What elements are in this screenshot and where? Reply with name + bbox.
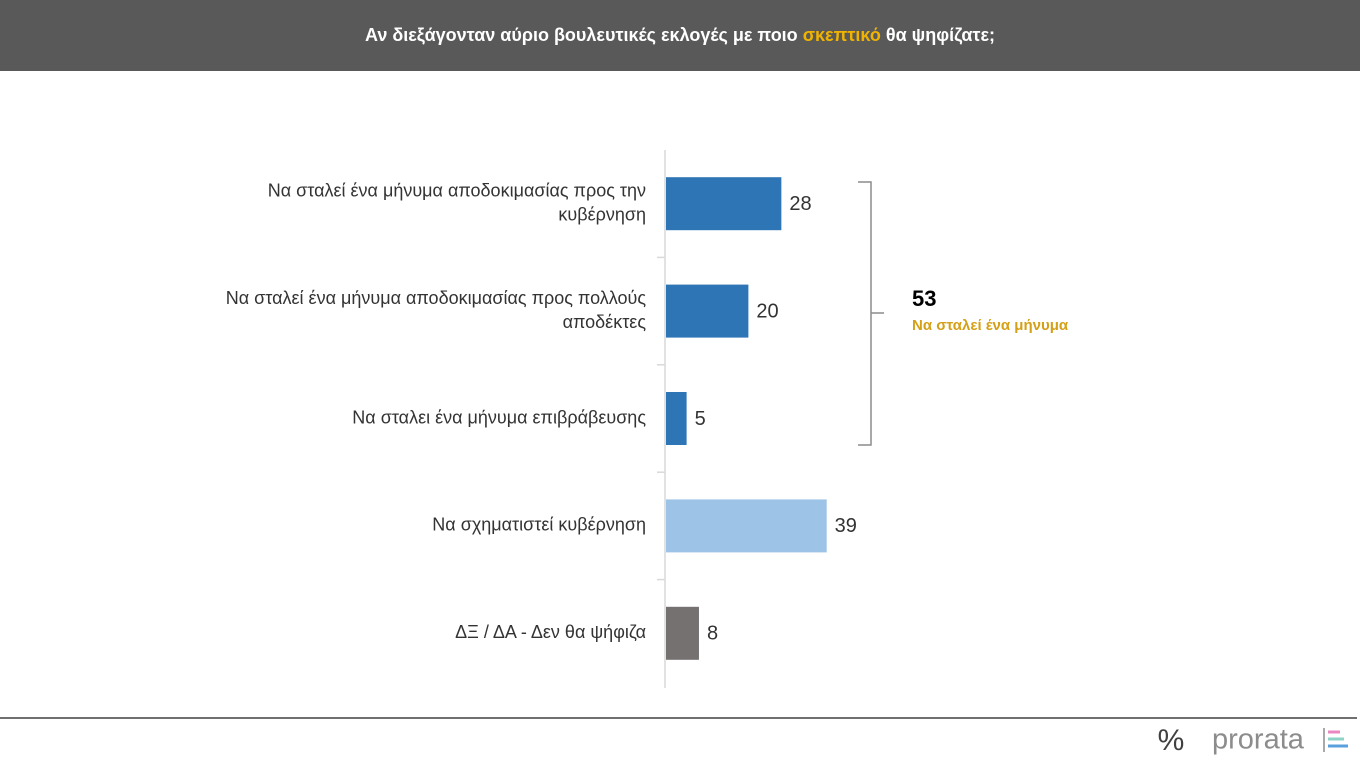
value-label: 20 xyxy=(756,300,778,322)
category-label: αποδέκτες xyxy=(563,312,647,332)
annotation-label: Να σταλεί ένα μήνυμα xyxy=(912,317,1069,334)
bracket xyxy=(858,181,884,446)
category-label: κυβέρνηση xyxy=(558,204,646,224)
category-label: Να σχηματιστεί κυβέρνηση xyxy=(432,515,646,535)
value-label: 8 xyxy=(707,623,718,645)
category-label: Να σταλεί ένα μήνυμα αποδοκιμασίας προς … xyxy=(226,288,647,308)
logo-text: prorata xyxy=(1212,724,1305,756)
category-label: Να σταλει ένα μήνυμα επιβράβευσης xyxy=(352,407,646,427)
title-part: θα ψηφίζατε; xyxy=(881,25,995,46)
category-label: ΔΞ / ΔΑ - Δεν θα ψήφιζα xyxy=(455,622,646,642)
bar xyxy=(666,392,687,445)
annotation-value: 53 xyxy=(912,286,936,311)
value-label: 39 xyxy=(835,515,857,537)
title-highlight: σκεπτικό xyxy=(803,25,881,45)
value-label: 5 xyxy=(695,408,706,430)
header-bar xyxy=(0,0,1360,71)
chart-title: Αν διεξάγονταν αύριο βουλευτικές εκλογές… xyxy=(365,25,995,46)
value-label: 28 xyxy=(789,193,811,215)
category-label: Να σταλεί ένα μήνυμα αποδοκιμασίας προς … xyxy=(268,180,646,200)
title-part: Αν διεξάγονταν αύριο βουλευτικές εκλογές… xyxy=(365,25,803,46)
bar xyxy=(666,177,782,231)
logo-mark: % xyxy=(1158,724,1185,757)
bar xyxy=(666,499,827,553)
bar xyxy=(666,284,749,338)
bar xyxy=(666,606,699,660)
logo-icon xyxy=(1323,728,1348,752)
